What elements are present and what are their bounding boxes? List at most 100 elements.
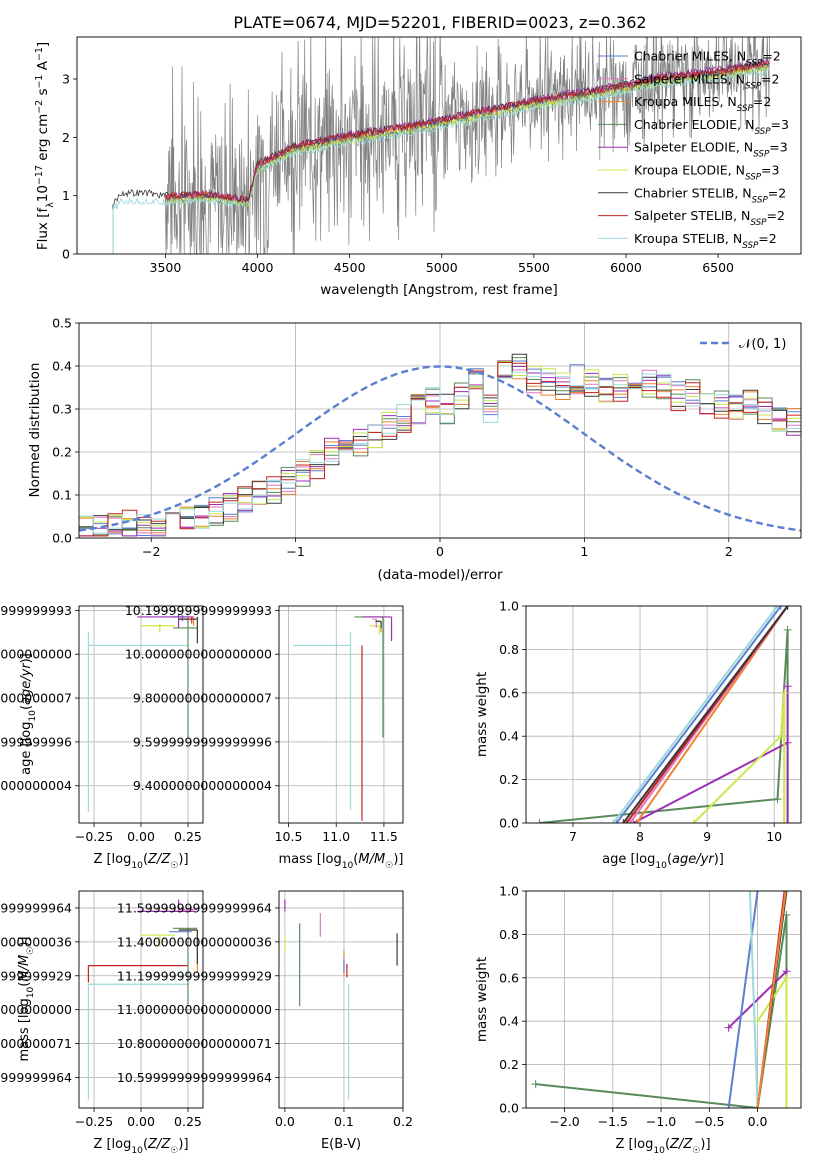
legend-entry: Salpeter ELODIE, NSSP=3: [634, 140, 788, 160]
y-tick-label: 11.00000000000000000: [117, 1002, 272, 1017]
gaussian-curve: [79, 365, 801, 532]
x-tick-label: 8: [636, 829, 644, 844]
y-tick-label: 0.4: [499, 729, 519, 744]
weight-line: [748, 891, 759, 1108]
mass-vs-ebv-panel: 0.0 0.1 0.2 10.59999999999999964 10.80000000…: [117, 890, 413, 1152]
x-axis-label: (data-model)/error: [377, 567, 503, 583]
y-tick-label: 0.0: [499, 816, 519, 831]
errorbar-point: [178, 929, 198, 964]
x-axis-label: wavelength [Angstrom, rest frame]: [320, 282, 558, 298]
x-tick-label: 9: [703, 829, 711, 844]
weight-line: [727, 891, 759, 1108]
errorbar-point: [172, 616, 198, 738]
y-tick-label: 0.5: [52, 316, 72, 331]
y-tick-label: 11.40000000000000036: [117, 934, 272, 949]
y-tick-label: 11.40000000000000036: [0, 934, 72, 949]
y-tick-label: 0.0: [52, 531, 72, 546]
plot-area: [79, 353, 801, 538]
spectrum-panel: 3500 4000 4500 5000 5500 6000 6500 0 1 2 3 waveleng…: [34, 36, 802, 298]
plot-area: [531, 891, 791, 1108]
y-tick-label: 9.8000000000000007: [0, 691, 72, 706]
y-axis-label: mass weight: [474, 672, 490, 757]
x-tick-label: 0.00: [127, 1114, 155, 1129]
y-tick-label: 2: [62, 130, 70, 145]
legend-entry: Chabrier ELODIE, NSSP=3: [634, 117, 789, 137]
y-tick-label: 10.59999999999999964: [0, 1070, 72, 1085]
x-tick-label: 2: [725, 544, 733, 559]
errorbar-point: [87, 983, 188, 1100]
y-tick-label: 0.8: [499, 927, 519, 942]
legend-entry: Kroupa MILES, NSSP=2: [634, 94, 771, 114]
y-tick-label: 11.00000000000000000: [0, 1002, 72, 1017]
legend-entry: Kroupa STELIB, NSSP=2: [634, 231, 777, 251]
y-tick-label: 3: [62, 72, 70, 87]
y-tick-label: 10.1999999999999993: [0, 603, 72, 618]
x-tick-label: 0.25: [174, 829, 202, 844]
weight-line: [612, 606, 779, 823]
y-tick-label: 9.5999999999999996: [0, 734, 72, 749]
errorbar-point: [354, 616, 384, 738]
y-tick-label: 0.6: [499, 685, 519, 700]
weight-marker: [782, 891, 791, 895]
y-tick-label: 11.19999999999999929: [0, 968, 72, 983]
legend-marker: [609, 97, 617, 106]
figure-title: PLATE=0674, MJD=52201, FIBERID=0023, z=0…: [233, 13, 646, 32]
weight-marker: [632, 819, 641, 823]
x-tick-label: 5000: [426, 260, 458, 275]
y-axis-label: Flux [fλ10−17 erg cm−2 s−1 A−1]: [34, 42, 56, 250]
model-line: [112, 66, 770, 254]
y-tick-label: 0.4: [499, 1014, 519, 1029]
y-tick-label: 9.4000000000000004: [0, 778, 72, 793]
x-tick-label: 0.0: [748, 1114, 768, 1129]
errorbar-point: [362, 616, 393, 642]
errorbar-point: [87, 964, 188, 983]
age-vs-mass-panel: 10.5 11.0 11.5 9.4000000000000004 9.59999999…: [125, 603, 404, 871]
legend-entry: Chabrier STELIB, NSSP=2: [634, 185, 786, 205]
x-tick-label: 5500: [518, 260, 550, 275]
y-tick-label: 10.1999999999999993: [125, 603, 272, 618]
x-axis-label: age [log10(age/yr)]: [602, 852, 724, 871]
x-tick-label: 4500: [334, 260, 366, 275]
x-tick-label: −0.5: [694, 1114, 724, 1129]
errorbar-point: [172, 927, 198, 1005]
y-tick-label: 1.0: [499, 884, 519, 899]
y-tick-label: 0.3: [52, 402, 72, 417]
weight-marker: [780, 688, 789, 697]
x-tick-label: 0: [436, 544, 444, 559]
x-axis-label: Z [log10(Z/Z☉)]: [93, 852, 188, 871]
x-tick-label: −2.0: [549, 1114, 579, 1129]
weight-marker: [781, 891, 790, 895]
weight-marker: [776, 732, 785, 741]
errorbar-point: [137, 614, 194, 628]
weight-line: [692, 692, 786, 823]
y-tick-label: 11.59999999999999964: [0, 900, 72, 915]
weight-marker: [724, 1023, 733, 1032]
axes-frame: [278, 605, 404, 824]
x-axis-label: Z [log10(Z/Z☉)]: [93, 1137, 188, 1156]
y-tick-label: 9.4000000000000004: [133, 778, 272, 793]
x-tick-label: 0.0: [275, 1114, 295, 1129]
x-tick-label: −0.25: [75, 1114, 113, 1129]
weight-marker: [782, 973, 791, 982]
x-tick-label: 10.5: [275, 829, 303, 844]
weight-marker: [531, 1080, 540, 1089]
weight-marker: [773, 606, 782, 610]
errorbar-point: [375, 620, 382, 628]
axes-frame: [76, 36, 802, 255]
plot-area: [535, 606, 792, 823]
mass-weight-vs-metallicity-panel: −2.0 −1.5 −1.0 −0.5 0.0 0.0 0.2 0.4 0.6 0.8 1.0 mas…: [474, 884, 802, 1156]
x-tick-label: 6000: [610, 260, 642, 275]
weight-marker: [782, 1104, 791, 1108]
x-tick-label: 0.00: [127, 829, 155, 844]
x-tick-label: 4000: [242, 260, 274, 275]
x-axis-label: mass [log10(M/M☉)]: [279, 852, 404, 871]
mass-weight-vs-age-panel: 7 8 9 10 0.0 0.2 0.4 0.6 0.8 1.0 mass weight age [l…: [474, 599, 802, 871]
y-tick-label: 0: [62, 247, 70, 262]
y-tick-label: 0.6: [499, 970, 519, 985]
x-tick-label: −1.5: [598, 1114, 628, 1129]
weight-marker: [783, 819, 792, 823]
y-tick-label: 9.8000000000000007: [133, 691, 272, 706]
plot-area: [112, 37, 770, 254]
y-axis-label: Normed distribution: [27, 363, 43, 498]
